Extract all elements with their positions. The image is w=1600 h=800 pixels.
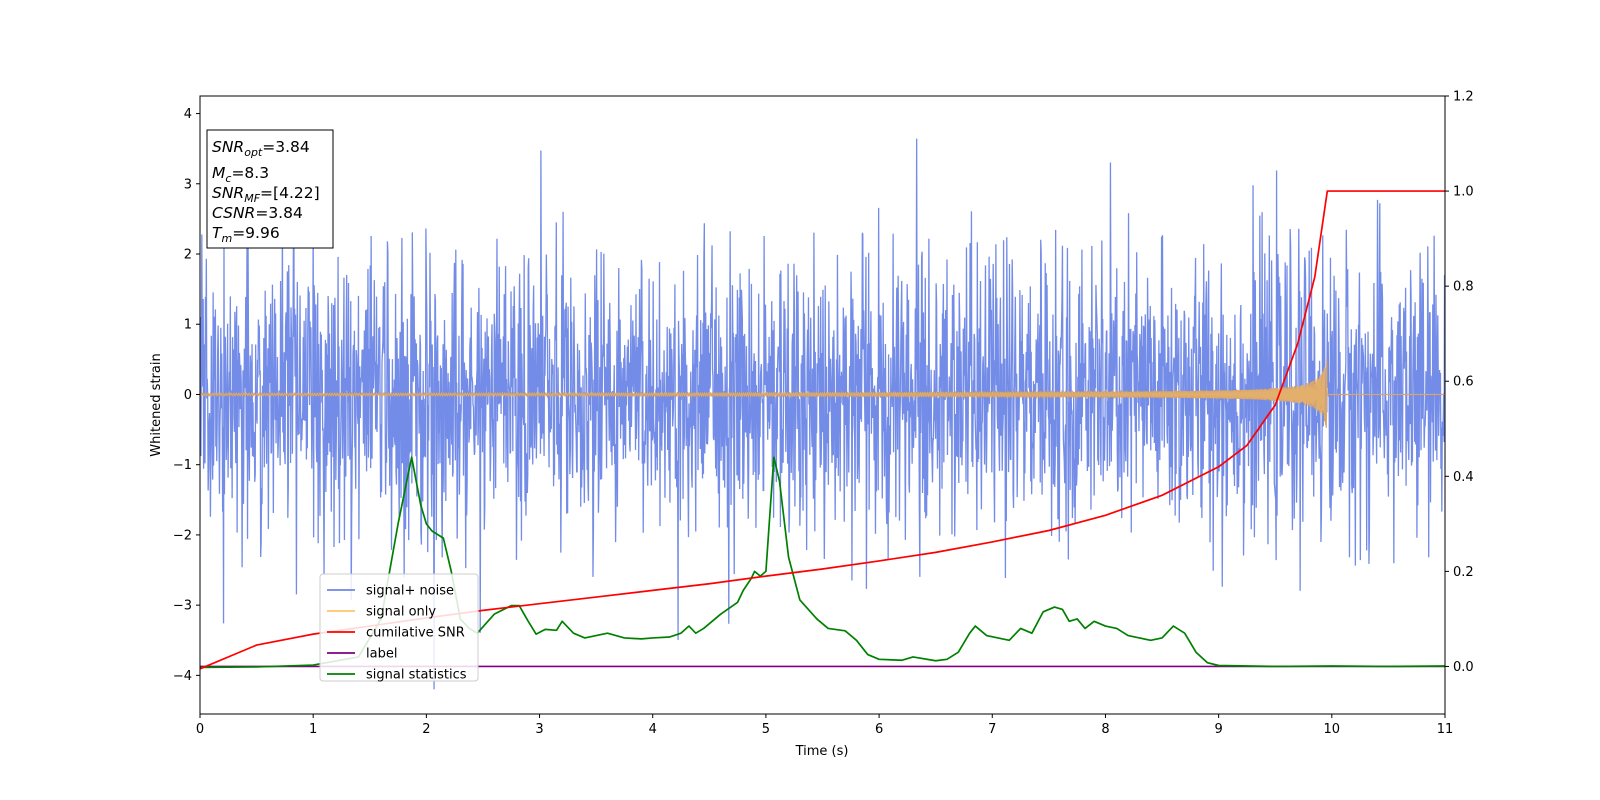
x-tick-label-5: 5 — [762, 722, 770, 737]
y-tick-label-4: 0 — [184, 388, 192, 403]
y-tick-label-6: 2 — [184, 248, 192, 263]
y-tick-label-0: −4 — [173, 669, 192, 684]
legend-label-2: cumilative SNR — [366, 626, 465, 641]
info-tm: Tm=9.96 — [212, 224, 280, 245]
y-tick-label-2: −2 — [173, 528, 192, 543]
info-mc: Mc=8.3 — [212, 164, 269, 185]
x-tick-label-1: 1 — [309, 722, 317, 737]
legend: signal+ noise signal only cumilative SNR la… — [319, 573, 479, 683]
x-tick-label-4: 4 — [649, 722, 657, 737]
info-box: SNRopt=3.84 Mc=8.3 SNRMF=[4.22] CSNR=3.8… — [206, 129, 334, 249]
x-tick-label-2: 2 — [422, 722, 430, 737]
series-signal-statistics — [200, 456, 1445, 669]
x-tick-label-0: 0 — [196, 722, 204, 737]
y-tick-label-8: 4 — [184, 107, 192, 122]
legend-label-1: signal only — [366, 605, 436, 620]
info-snr-opt: SNRopt=3.84 — [212, 138, 310, 159]
x-tick-label-6: 6 — [875, 722, 883, 737]
y-axis-label: Whitened strain — [149, 353, 164, 456]
series-signal-noise — [200, 138, 1445, 690]
legend-label-0: signal+ noise — [366, 584, 454, 599]
y2-tick-label-2: 0.4 — [1453, 470, 1474, 485]
y-tick-label-7: 3 — [184, 177, 192, 192]
info-snr-mf: SNRMF=[4.22] — [212, 184, 320, 205]
y2-tick-label-3: 0.6 — [1453, 375, 1474, 390]
y-tick-label-1: −3 — [173, 599, 192, 614]
x-tick-label-9: 9 — [1214, 722, 1222, 737]
legend-label-3: label — [366, 647, 397, 662]
x-axis-ticks: 0 1 2 3 4 5 6 7 8 9 10 11 — [196, 714, 1453, 737]
series-signal-only-overlay — [200, 359, 1445, 428]
y-tick-label-3: −1 — [173, 458, 192, 473]
legend-label-4: signal statistics — [366, 668, 467, 683]
plot-frame — [199, 95, 1446, 715]
y2-tick-label-4: 0.8 — [1453, 280, 1474, 295]
y2-axis-ticks: 0.0 0.2 0.4 0.6 0.8 1.0 1.2 — [1445, 90, 1474, 675]
y2-tick-label-5: 1.0 — [1453, 185, 1474, 200]
x-tick-label-3: 3 — [535, 722, 543, 737]
y2-tick-label-1: 0.2 — [1453, 565, 1474, 580]
y-axis-ticks: −4 −3 −2 −1 0 1 2 3 4 — [173, 107, 200, 684]
y2-tick-label-6: 1.2 — [1453, 90, 1474, 105]
y2-tick-label-0: 0.0 — [1453, 660, 1474, 675]
x-tick-label-8: 8 — [1101, 722, 1109, 737]
x-tick-label-7: 7 — [988, 722, 996, 737]
x-tick-label-11: 11 — [1437, 722, 1454, 737]
x-axis-label: Time (s) — [795, 744, 849, 759]
info-csnr: CSNR=3.84 — [212, 204, 303, 222]
y-tick-label-5: 1 — [184, 318, 192, 333]
x-tick-label-10: 10 — [1324, 722, 1341, 737]
